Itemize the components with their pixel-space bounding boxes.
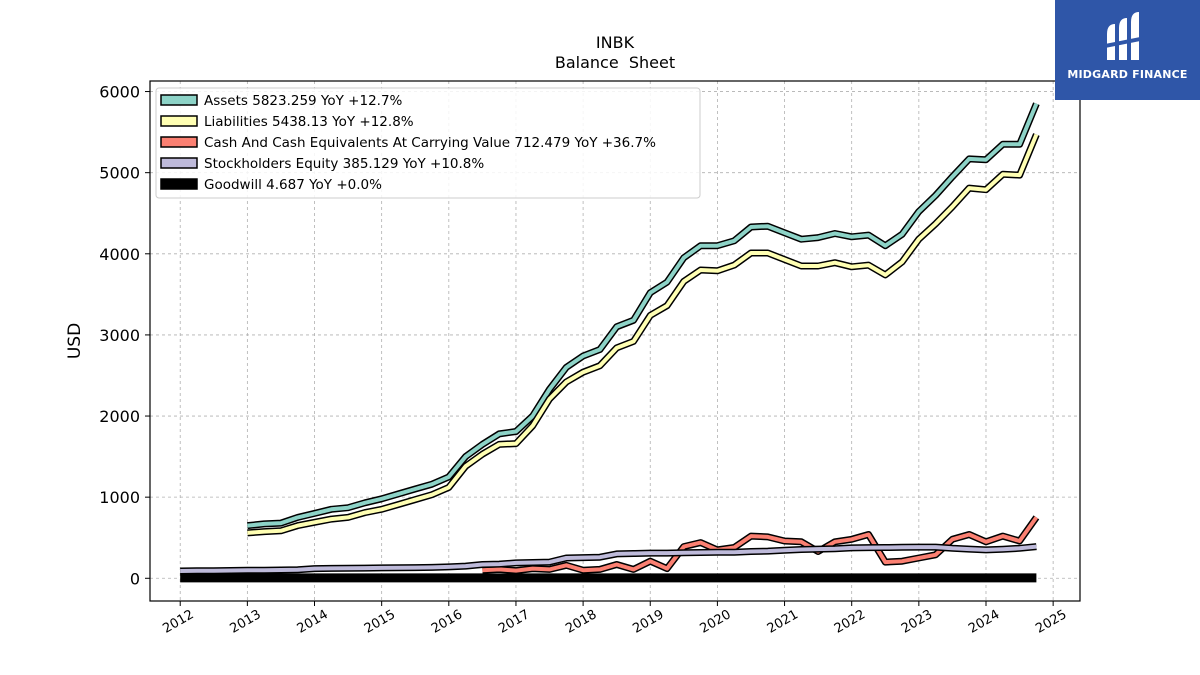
legend: Assets 5823.259 YoY +12.7% Liabilities 54… <box>155 87 701 199</box>
x-tick-label: 2020 <box>698 607 734 637</box>
y-tick-label: 0 <box>130 569 140 588</box>
x-tick-label: 2014 <box>295 607 331 637</box>
plot-frame <box>149 80 1081 602</box>
x-tick-label: 2016 <box>429 607 465 637</box>
legend-label-stockholders-equity: Stockholders Equity 385.129 YoY +10.8% <box>204 156 484 172</box>
y-tick-label: 2000 <box>99 407 140 426</box>
chart-title: INBK <box>596 33 635 52</box>
x-tick-label: 2013 <box>228 607 264 637</box>
x-tick-label: 2015 <box>362 607 398 637</box>
x-tick-label: 2021 <box>765 607 801 637</box>
x-tick-label: 2024 <box>966 607 1002 637</box>
series-lines <box>180 102 1040 583</box>
legend-swatch-assets <box>160 94 198 106</box>
legend-label-cash-and-cash-equivalents-at-carrying-value: Cash And Cash Equivalents At Carrying Va… <box>204 135 656 151</box>
brand-logo-text: MIDGARD FINANCE <box>1067 68 1188 81</box>
y-tick-label: 6000 <box>99 83 140 102</box>
y-axis-label: USD <box>65 323 85 359</box>
y-tick-label: 3000 <box>99 326 140 345</box>
liabilities-line <box>247 133 1039 535</box>
x-tick-label: 2023 <box>899 607 935 637</box>
legend-box <box>155 87 701 199</box>
legend-label-assets: Assets 5823.259 YoY +12.7% <box>204 93 403 109</box>
x-tick-label: 2025 <box>1033 607 1069 637</box>
x-tick-label: 2019 <box>630 607 666 637</box>
chart-subtitle: Balance Sheet <box>555 53 675 72</box>
y-tick-label: 5000 <box>99 164 140 183</box>
x-tick-label: 2012 <box>160 607 196 637</box>
legend-swatch-liabilities <box>160 115 198 127</box>
brand-logo: MIDGARD FINANCE <box>1055 0 1200 100</box>
stockholders-equity-line <box>180 544 1037 573</box>
assets-line <box>247 102 1039 528</box>
midgard-logo-icon <box>1105 12 1145 60</box>
x-tick-label: 2018 <box>563 607 599 637</box>
y-tick-label: 4000 <box>99 245 140 264</box>
y-tick-label: 1000 <box>99 488 140 507</box>
cash-and-cash-equivalents-at-carrying-value-line-outline <box>482 515 1040 575</box>
legend-swatch-goodwill <box>160 178 198 190</box>
x-tick-label: 2022 <box>832 607 868 637</box>
legend-swatch-stockholders-equity <box>160 157 198 169</box>
legend-label-goodwill: Goodwill 4.687 YoY +0.0% <box>204 177 382 193</box>
legend-swatch-cash-and-cash-equivalents-at-carrying-value <box>160 136 198 148</box>
x-tick-label: 2017 <box>496 607 532 637</box>
legend-label-liabilities: Liabilities 5438.13 YoY +12.8% <box>204 114 414 130</box>
